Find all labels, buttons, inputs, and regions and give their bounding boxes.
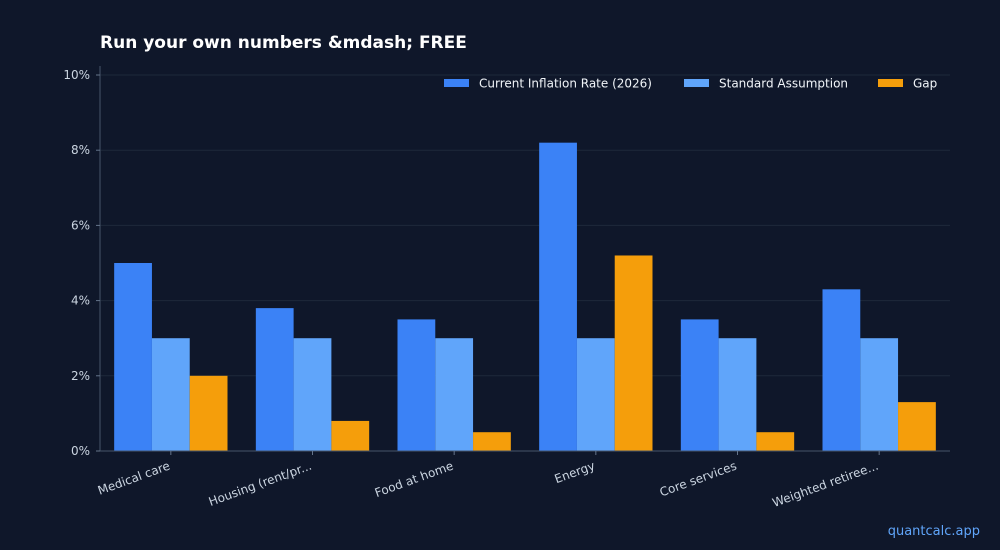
bar <box>680 319 719 451</box>
bar <box>718 338 757 451</box>
y-tick-label: 4% <box>71 294 90 308</box>
bar <box>860 338 899 451</box>
legend-item[interactable]: Gap <box>878 77 937 91</box>
legend-swatch <box>878 79 903 87</box>
legend-label: Current Inflation Rate (2026) <box>479 77 652 91</box>
x-tick-label: Core services <box>658 459 739 500</box>
x-ticks: Medical care Housing (rent/pr... Food at h… <box>96 451 880 510</box>
bar <box>898 402 936 451</box>
y-tick-label: 0% <box>71 444 90 458</box>
legend-swatch <box>684 79 709 87</box>
legend-label: Gap <box>913 77 937 91</box>
y-tick-label: 6% <box>71 218 90 232</box>
bar <box>756 432 795 451</box>
x-tick-label: Weighted retiree... <box>771 459 881 510</box>
bar <box>435 338 474 451</box>
bar <box>539 142 577 451</box>
bar <box>331 420 370 451</box>
bar <box>293 338 332 451</box>
y-tick-label: 8% <box>71 143 90 157</box>
x-tick-label: Medical care <box>96 459 172 498</box>
y-tick-label: 2% <box>71 369 90 383</box>
legend-item[interactable]: Standard Assumption <box>684 77 848 91</box>
x-tick-label: Energy <box>553 459 597 487</box>
bar <box>151 338 190 451</box>
x-tick-label: Food at home <box>373 459 455 500</box>
bar <box>114 263 152 451</box>
bar <box>576 338 615 451</box>
axes <box>99 66 950 452</box>
bars <box>114 142 936 451</box>
legend-item[interactable]: Current Inflation Rate (2026) <box>444 77 652 91</box>
x-tick-label: Housing (rent/pr... <box>207 459 314 509</box>
y-tick-label: 10% <box>63 68 90 82</box>
legend-label: Standard Assumption <box>719 77 848 91</box>
watermark[interactable]: quantcalc.app <box>887 524 980 539</box>
legend: Current Inflation Rate (2026) Standard As… <box>444 77 937 91</box>
bar <box>255 308 294 451</box>
legend-swatch <box>444 79 469 87</box>
bar <box>189 375 228 451</box>
bar <box>822 289 861 451</box>
y-ticks: 0% 2% 4% 6% 8% 10% <box>63 68 100 458</box>
bar <box>614 255 653 451</box>
bar <box>397 319 436 451</box>
chart-title: Run your own numbers &mdash; FREE <box>100 33 467 53</box>
bar <box>473 432 511 451</box>
